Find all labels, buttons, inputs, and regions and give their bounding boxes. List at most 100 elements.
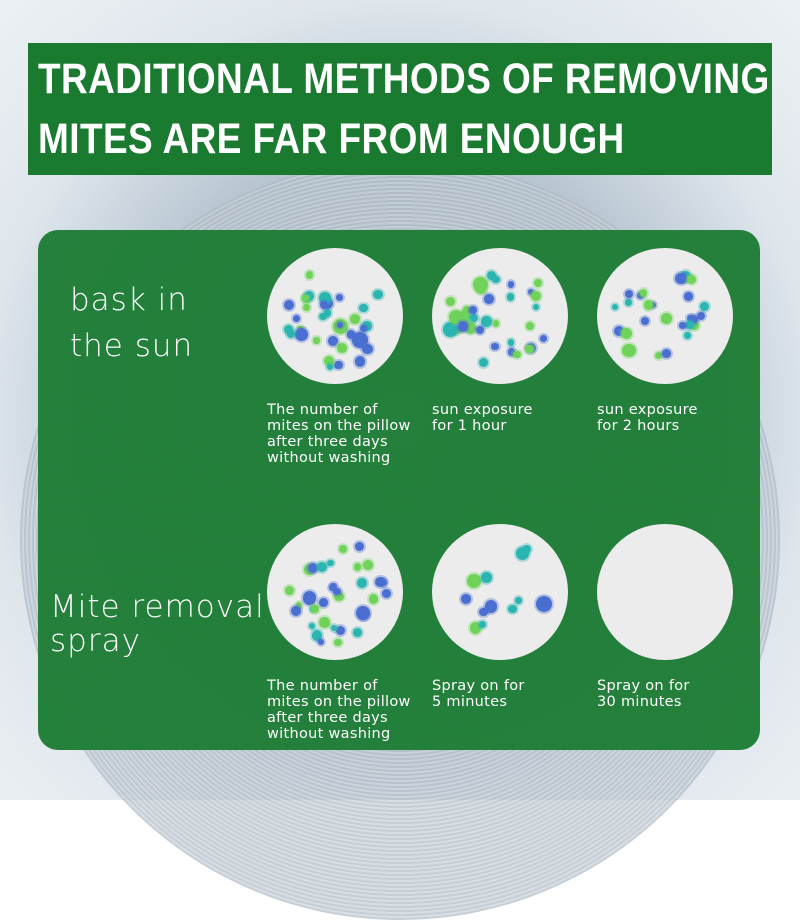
mite-icon bbox=[337, 343, 347, 353]
row-label: Mite removal bbox=[50, 589, 265, 625]
mite-icon bbox=[685, 320, 694, 330]
mite-icon bbox=[302, 295, 309, 302]
caption-line: Spray on for bbox=[432, 678, 525, 694]
mite-sample-circle bbox=[432, 248, 568, 384]
caption: Spray on for 5 minutes bbox=[432, 678, 525, 710]
mite-icon bbox=[336, 321, 344, 328]
mite-icon bbox=[479, 621, 486, 629]
mite-icon bbox=[620, 328, 632, 339]
mite-icon bbox=[368, 594, 379, 604]
mite-icon bbox=[302, 303, 311, 312]
mite-icon bbox=[469, 622, 482, 634]
row-label: the sun bbox=[70, 328, 194, 364]
mite-icon bbox=[684, 332, 691, 339]
mite-icon bbox=[334, 360, 343, 369]
mite-icon bbox=[292, 314, 300, 322]
mite-icon bbox=[479, 607, 488, 617]
mite-icon bbox=[313, 337, 320, 344]
caption-line: without washing bbox=[267, 450, 391, 466]
mite-icon bbox=[523, 545, 532, 554]
mite-icon bbox=[285, 586, 295, 595]
mite-icon bbox=[319, 312, 327, 321]
mite-icon bbox=[286, 329, 295, 338]
mite-icon bbox=[487, 270, 496, 280]
mite-sample-circle bbox=[597, 248, 733, 384]
mite-icon bbox=[654, 351, 663, 359]
mite-icon bbox=[362, 321, 372, 331]
mite-icon bbox=[476, 284, 487, 295]
mite-icon bbox=[484, 294, 494, 304]
mite-icon bbox=[303, 291, 314, 302]
mite-icon bbox=[347, 330, 356, 339]
mite-icon bbox=[661, 313, 672, 324]
mite-icon bbox=[363, 560, 373, 570]
mite-icon bbox=[622, 343, 636, 358]
headline-line-1: TRADITIONAL METHODS OF REMOVING bbox=[38, 55, 770, 103]
mite-icon bbox=[294, 328, 308, 342]
mite-icon bbox=[319, 598, 328, 607]
caption-line: after three days bbox=[267, 710, 388, 726]
mite-icon bbox=[317, 561, 327, 572]
mite-icon bbox=[534, 279, 543, 287]
mite-icon bbox=[319, 617, 330, 628]
mite-icon bbox=[443, 321, 459, 337]
mite-icon bbox=[324, 356, 335, 367]
mite-icon bbox=[302, 590, 317, 605]
mite-icon bbox=[644, 300, 654, 310]
mite-icon bbox=[379, 578, 387, 586]
mite-icon bbox=[524, 344, 534, 354]
caption-line: after three days bbox=[267, 434, 388, 450]
mite-icon bbox=[359, 324, 368, 332]
mite-icon bbox=[308, 622, 315, 630]
mite-icon bbox=[463, 306, 471, 314]
mite-icon bbox=[689, 314, 699, 325]
mite-icon bbox=[320, 301, 329, 310]
mite-icon bbox=[466, 574, 481, 589]
mite-icon bbox=[311, 630, 323, 641]
headline-line-2: MITES ARE FAR FROM ENOUGH bbox=[38, 115, 625, 163]
mite-icon bbox=[350, 314, 360, 324]
mite-icon bbox=[354, 356, 365, 367]
mite-icon bbox=[515, 597, 523, 605]
mite-icon bbox=[686, 274, 696, 284]
caption: The number of mites on the pillow after th… bbox=[267, 678, 411, 742]
mite-sample-circle bbox=[267, 524, 403, 660]
mite-icon bbox=[507, 348, 516, 356]
caption: Spray on for 30 minutes bbox=[597, 678, 690, 710]
mite-icon bbox=[469, 305, 478, 314]
mite-icon bbox=[507, 281, 515, 288]
caption-line: Spray on for bbox=[597, 678, 690, 694]
mite-icon bbox=[327, 336, 338, 347]
mite-icon bbox=[359, 303, 368, 312]
caption: sun exposure for 2 hours bbox=[597, 402, 698, 434]
mite-icon bbox=[697, 311, 706, 321]
mite-sample-circle bbox=[432, 524, 568, 660]
mite-icon bbox=[525, 321, 535, 331]
mite-icon bbox=[530, 291, 541, 302]
mite-icon bbox=[533, 303, 540, 310]
headline-banner: TRADITIONAL METHODS OF REMOVING MITES AR… bbox=[28, 43, 772, 175]
mite-icon bbox=[662, 349, 672, 358]
mite-icon bbox=[464, 322, 477, 334]
mite-icon bbox=[334, 638, 342, 647]
mite-icon bbox=[675, 272, 687, 285]
caption-line: mites on the pillow bbox=[267, 418, 411, 434]
mite-icon bbox=[330, 624, 338, 632]
mite-icon bbox=[624, 289, 634, 299]
mite-icon bbox=[329, 582, 337, 590]
mite-icon bbox=[308, 562, 319, 573]
mite-icon bbox=[492, 320, 499, 327]
mite-icon bbox=[699, 301, 710, 311]
mite-icon bbox=[689, 320, 699, 331]
mite-icon bbox=[326, 363, 333, 370]
mite-icon bbox=[678, 322, 686, 330]
mite-icon bbox=[356, 577, 368, 589]
mite-icon bbox=[283, 299, 294, 311]
mite-icon bbox=[319, 291, 332, 304]
mite-icon bbox=[687, 314, 694, 322]
mite-icon bbox=[295, 602, 302, 609]
mite-icon bbox=[362, 343, 373, 354]
mite-icon bbox=[506, 292, 515, 301]
mite-icon bbox=[613, 325, 625, 337]
mite-icon bbox=[536, 596, 553, 613]
